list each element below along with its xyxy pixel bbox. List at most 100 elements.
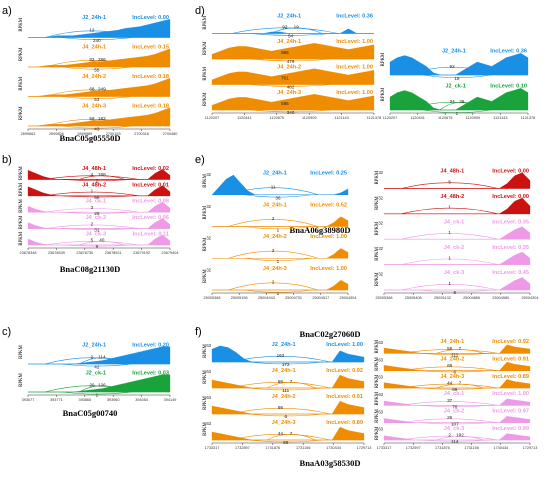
gene-name: BnaA03g58530D [300,458,361,468]
junction-count: 126 [98,382,106,387]
junction-count: 11 [271,184,276,189]
junction-count: 7 [459,346,462,351]
junction-count: 2 [272,280,275,285]
junction-count: 286 [98,57,106,62]
junction-count: 192 [456,433,464,438]
junction-count: 7 [290,379,293,384]
x-tick-label: 25004304 [340,296,357,300]
y-max-tick: 32 [206,267,211,272]
x-tick-label: 1731156 [464,446,479,450]
track-label: J4_24h-2 [82,74,106,80]
junction-arc [439,101,485,111]
track-label: J2_24h-1 [272,342,296,348]
x-tick-label: 1121143 [334,116,348,120]
junction-count: 1 [277,227,280,232]
junction-arc [44,191,139,197]
x-tick-label: 1120441 [237,116,252,120]
junction-arc [401,182,498,189]
y-max-tick: 32 [206,204,211,209]
junction-count: 2 [91,221,94,226]
junction-arc [401,435,498,441]
junction-count: 70 [452,404,458,409]
y-axis-label: RPKM [19,17,24,31]
x-tick-label: 1731876 [435,446,450,450]
x-tick-label: 25004304 [522,296,539,300]
x-tick-label: 1729713 [523,446,538,450]
junction-arc [266,433,316,441]
junction-count: 163 [277,353,285,358]
junction-count: 7 [290,431,293,436]
junction-count: 249 [98,87,106,92]
junction-arc [44,30,139,38]
junction-count: 188 [98,172,106,177]
junction-arc [401,258,498,265]
inclevel-value: IncLevel: 1.00 [336,90,373,96]
track-label: J4_ck-1 [444,219,465,225]
junction-count: 58 [447,346,453,351]
y-max-tick: 32 [378,170,383,175]
track-label: J4_48h-1 [82,166,106,172]
inclevel-value: IncLevel: 0.35 [492,245,529,251]
junction-arc [436,383,484,389]
junction-count: 5 [448,179,451,184]
junction-count: 19 [294,24,300,29]
junction-count: 114 [451,439,459,444]
x-tick-label: 25005368 [376,296,393,300]
junction-count: 240 [93,38,101,43]
junction-count: 59 [89,116,95,121]
x-tick-label: 23678348 [20,251,37,255]
x-tick-label: 1732597 [406,446,421,450]
junction-count: 479 [287,59,295,64]
x-tick-label: 1120909 [302,116,317,120]
junction-count: 114 [98,354,106,359]
junction-count: 2 [91,354,94,359]
coverage-area [384,251,531,265]
y-axis-label: RPKM [203,421,208,435]
junction-count: 58 [278,379,284,384]
track-J2_24h-1: RPKM 12 240 J2_24h-1 IncLevel: 0.00 [19,15,171,43]
track-label: J4_ck-3 [444,270,465,276]
panel-label: e) [195,154,205,166]
inclevel-value: IncLevel: 0.45 [492,270,529,276]
panel-c: c) RPKM 242 114 J2_24h-1 IncLevel: 0.20 RPKM 20… [2,326,176,418]
junction-arc [62,211,132,214]
junction-count: 182 [98,116,106,121]
junction-arc [419,370,491,373]
track-label: J4_ck-1 [444,391,465,397]
junction-count: 1 [448,230,451,235]
x-tick-label: 2699663 [21,132,36,136]
junction-count: 1 [91,189,94,194]
junction-arc [230,407,331,415]
junction-count: 6 [284,414,287,419]
junction-count: 9 [96,244,99,249]
junction-arc [423,74,491,78]
inclevel-value: IncLevel: 0.15 [132,44,169,50]
inclevel-value: IncLevel: 1.00 [336,65,373,71]
junction-count: 340 [287,110,295,115]
gene-name: BnaC08g21130D [60,264,120,274]
junction-count: 68 [89,87,95,92]
junction-arc [230,433,331,441]
x-tick-label: 23679192 [133,251,150,255]
x-tick-label: 1120909 [466,116,481,120]
track-label: J4_24h-1 [82,44,106,50]
junction-arc [248,387,323,391]
y-max-tick: 63 [378,357,383,362]
junction-arc [62,195,132,198]
inclevel-value: IncLevel: 1.00 [336,39,373,45]
inclevel-value: IncLevel: 0.92 [492,339,529,345]
track-label: J2_ck-1 [445,84,466,90]
junction-arc [419,405,491,407]
y-max-tick: 32 [206,172,211,177]
junction-count: 2 [272,248,275,253]
junction-arc [436,435,484,441]
junction-count: 6 [454,290,457,295]
y-max-tick: 32 [378,221,383,226]
